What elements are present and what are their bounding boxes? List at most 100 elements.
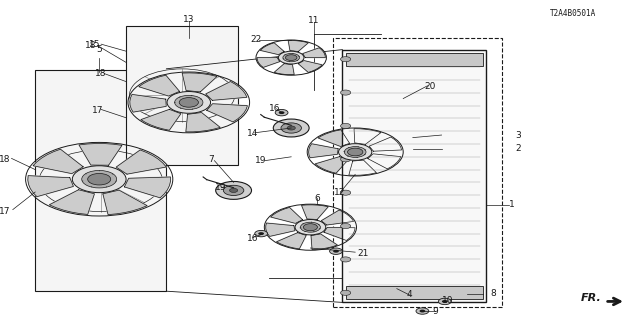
Bar [346,53,483,66]
Polygon shape [298,60,322,72]
Polygon shape [266,223,295,236]
Bar [333,38,502,307]
Circle shape [420,310,426,312]
Text: 10: 10 [442,296,454,305]
Circle shape [344,147,366,157]
Text: 17: 17 [0,207,11,216]
Polygon shape [186,113,220,132]
Circle shape [330,248,342,254]
Polygon shape [318,130,349,147]
Circle shape [339,144,372,160]
Text: 21: 21 [358,249,369,258]
Polygon shape [124,177,170,198]
Circle shape [333,250,339,253]
Text: 16: 16 [247,234,259,243]
Text: FR.: FR. [581,293,602,303]
Circle shape [285,55,297,60]
Circle shape [295,220,326,235]
Text: 14: 14 [247,129,259,138]
Text: 18: 18 [85,41,97,50]
Text: 18: 18 [0,156,11,164]
Circle shape [88,173,111,185]
Text: T2A4B0501A: T2A4B0501A [550,9,596,18]
Circle shape [340,90,351,95]
Text: 11: 11 [308,16,319,25]
Circle shape [179,98,198,107]
Polygon shape [141,109,181,130]
Circle shape [279,111,285,114]
Polygon shape [28,176,74,197]
Polygon shape [205,82,247,100]
Bar [342,50,486,302]
Circle shape [283,53,300,62]
Text: 3: 3 [516,131,521,140]
Circle shape [348,148,363,156]
Bar [35,70,166,291]
Polygon shape [116,150,166,174]
Text: 20: 20 [424,82,436,91]
Circle shape [230,188,237,192]
Polygon shape [103,190,147,215]
Text: 4: 4 [407,290,412,299]
Polygon shape [79,144,122,165]
Polygon shape [301,205,328,220]
Circle shape [340,257,351,262]
Polygon shape [369,137,401,151]
Polygon shape [311,234,337,250]
Polygon shape [130,94,166,112]
Text: 19: 19 [255,156,267,165]
Text: 15: 15 [89,40,100,49]
Text: 19: 19 [215,183,227,192]
Circle shape [82,171,116,188]
Polygon shape [257,58,280,68]
Circle shape [259,232,264,235]
Text: 22: 22 [250,36,262,44]
Text: 9: 9 [433,307,438,316]
Bar [346,286,483,299]
Text: 13: 13 [183,15,195,24]
Polygon shape [207,104,248,122]
Circle shape [287,126,295,130]
Polygon shape [308,144,338,158]
Circle shape [175,95,203,109]
Polygon shape [139,75,179,96]
Text: 17: 17 [92,106,103,115]
Polygon shape [182,73,217,92]
Circle shape [340,157,351,162]
Polygon shape [271,207,303,223]
Circle shape [416,308,429,314]
Text: 18: 18 [95,69,107,78]
Polygon shape [260,43,284,55]
Polygon shape [288,41,308,52]
Circle shape [340,223,351,228]
Circle shape [340,124,351,129]
Polygon shape [368,154,401,169]
Circle shape [438,298,451,305]
Circle shape [278,51,304,64]
Text: 16: 16 [269,104,281,113]
Text: 5: 5 [97,45,102,54]
Polygon shape [276,233,306,249]
Circle shape [300,222,321,232]
Text: 8: 8 [490,289,495,298]
Circle shape [340,290,351,295]
Circle shape [216,181,252,199]
Bar [126,26,238,165]
Text: 6: 6 [314,194,319,203]
Text: 12: 12 [333,188,345,197]
Circle shape [340,57,351,62]
Polygon shape [49,190,95,214]
Circle shape [275,109,288,116]
Polygon shape [349,160,376,175]
Polygon shape [303,48,325,58]
Polygon shape [324,228,355,240]
Circle shape [303,224,317,231]
Polygon shape [33,149,83,174]
Polygon shape [315,157,348,173]
Polygon shape [321,210,353,225]
Circle shape [255,230,268,237]
Circle shape [72,166,126,193]
Text: 1: 1 [509,200,515,209]
Polygon shape [274,64,294,75]
Text: 7: 7 [209,156,214,164]
